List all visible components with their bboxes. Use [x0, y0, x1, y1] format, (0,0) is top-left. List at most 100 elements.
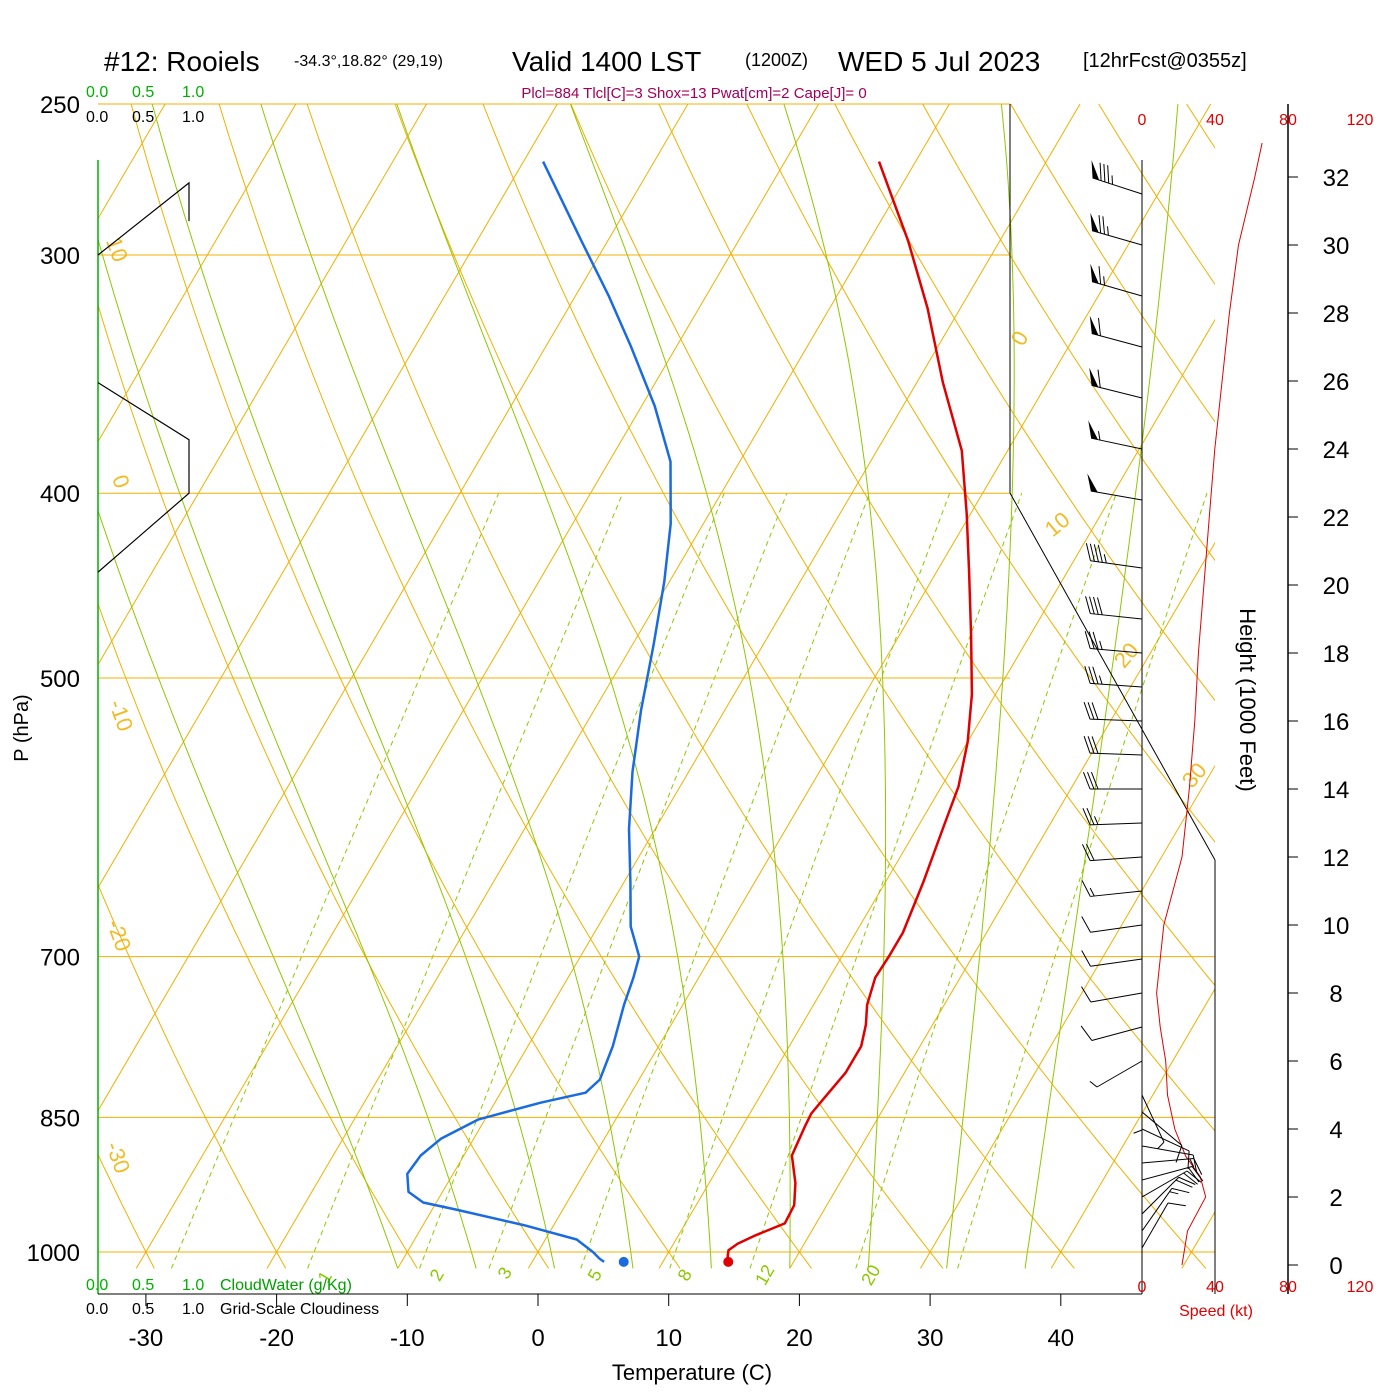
wind-barb	[1090, 890, 1143, 897]
wind-barb	[1090, 856, 1143, 862]
cloudiness-line-upper	[97, 181, 190, 256]
mixing-ratio-line	[669, 493, 951, 1269]
mixing-ratio-label: 8	[674, 1266, 696, 1285]
wind-barb-feather	[1193, 1158, 1203, 1175]
wind-barb	[1141, 1202, 1169, 1249]
wind-barb-feather	[1098, 266, 1102, 285]
wind-barb-feather	[1097, 544, 1103, 563]
wind-barb-feather	[1080, 1025, 1093, 1041]
wind-barb-feather	[1083, 702, 1091, 720]
mixing-ratio-lines	[170, 493, 1208, 1269]
pressure-tick-label: 250	[40, 92, 80, 119]
wind-barb	[1090, 560, 1143, 569]
pressure-tick-label: 700	[40, 945, 80, 972]
isotherm-line	[98, 104, 297, 443]
wind-barb-feather	[1192, 1154, 1198, 1173]
pressure-tick-label: 400	[40, 481, 80, 508]
wind-barb-feather	[1081, 986, 1092, 1003]
height-tick-label: 18	[1323, 641, 1350, 668]
wind-barb-feather	[1089, 543, 1095, 562]
wind-barb	[1090, 992, 1143, 1003]
height-tick-label: 32	[1323, 165, 1350, 192]
wind-barb-feather	[1081, 916, 1091, 933]
moist-adiabat-line	[783, 104, 887, 1269]
height-tick-label: 26	[1323, 369, 1350, 396]
wind-barb	[1141, 1111, 1183, 1146]
height-tick-label: 14	[1323, 777, 1350, 804]
cloudiness-line-lower	[97, 382, 190, 573]
wind-barb-feather	[1085, 596, 1091, 614]
isotherm-line	[527, 104, 1212, 1269]
mixing-ratio-label: 3	[494, 1264, 516, 1283]
mixing-ratio-line	[957, 493, 1208, 1269]
wind-barb	[1141, 1094, 1165, 1143]
wind-barb-feather	[1091, 702, 1099, 720]
wind-barb-flag	[1088, 420, 1098, 440]
wind-barb-half	[1189, 1158, 1195, 1168]
temperature-tick-label: 40	[1047, 1325, 1074, 1352]
wind-barb-feather	[1107, 165, 1110, 184]
wind-barb	[1090, 958, 1143, 967]
mixing-ratio-label: 5	[584, 1266, 606, 1285]
cloud-scale-label: 1.0	[182, 1301, 204, 1318]
wind-barb	[1141, 1170, 1188, 1198]
wind-barb	[1090, 682, 1143, 688]
mixing-ratio-line	[488, 493, 788, 1269]
speed-tick-label-bottom: 80	[1279, 1279, 1297, 1296]
isotherm-label: 30	[1177, 758, 1212, 793]
dry-adiabat-line	[218, 104, 812, 1269]
wind-barb-feather	[1099, 162, 1102, 181]
height-tick-label: 20	[1323, 573, 1350, 600]
temperature-tick-label: -30	[129, 1325, 164, 1352]
wind-barb-feather	[1098, 317, 1101, 336]
isotherm-line	[98, 104, 558, 889]
wind-barb-feather	[1097, 597, 1103, 615]
cloud-scale-label: 0.0	[86, 1277, 108, 1294]
height-tick-label: 8	[1329, 981, 1342, 1008]
wind-barb-half	[1098, 675, 1103, 685]
speed-axis-title: Speed (kt)	[1179, 1303, 1253, 1320]
pressure-tick-label: 500	[40, 666, 80, 693]
cloudiness-title: Grid-Scale Cloudiness	[220, 1301, 379, 1318]
station-title: #12: Rooiels	[104, 46, 260, 77]
height-tick-label: 10	[1323, 913, 1350, 940]
wind-barb-half	[1157, 1141, 1165, 1149]
wind-barb-feather	[1175, 1179, 1193, 1188]
wind-barb-feather	[1084, 666, 1091, 684]
wind-barb	[1141, 1166, 1193, 1181]
plot-frame	[97, 104, 1216, 1295]
moist-adiabat-line	[396, 104, 712, 1269]
height-tick-label: 16	[1323, 709, 1350, 736]
wind-barb-feather	[1187, 1167, 1200, 1183]
height-tick-label: 0	[1329, 1253, 1342, 1280]
isotherm-line	[135, 104, 820, 1269]
wind-barb	[1090, 822, 1143, 826]
wind-barb-feather	[1082, 808, 1091, 826]
mixing-ratio-line	[307, 493, 624, 1269]
zulu-time: (1200Z)	[745, 50, 808, 70]
wind-barb-half	[1089, 1080, 1098, 1088]
wind-barb-feather	[1088, 631, 1095, 649]
isotherm-line	[98, 104, 427, 666]
wind-barb-flag	[1089, 367, 1099, 388]
wind-barb-half	[1094, 816, 1099, 825]
wind-barb	[1090, 647, 1143, 654]
wind-barb-feather	[1183, 1172, 1198, 1185]
dewpoint-line	[406, 161, 672, 1263]
cloud-scale-label: 1.0	[182, 109, 204, 126]
wind-barb-feather	[1178, 1176, 1196, 1185]
valid-time: Valid 1400 LST	[512, 46, 701, 77]
height-tick-label: 28	[1323, 301, 1350, 328]
speed-tick-label-top: 40	[1206, 112, 1224, 129]
cloud-scale-label: 0.0	[86, 1301, 108, 1318]
cloud-scale-label: 0.5	[132, 109, 154, 126]
wind-barb-flag	[1090, 263, 1099, 284]
moist-adiabat-line	[569, 104, 791, 1269]
wind-barb-half	[1133, 1129, 1143, 1134]
wind-barb-feather	[1081, 844, 1091, 861]
speed-tick-label-top: 80	[1279, 112, 1297, 129]
mixing-ratio-line	[855, 493, 1117, 1269]
dry-adiabat-line	[834, 104, 1215, 702]
isotherm-line	[397, 104, 1081, 1269]
